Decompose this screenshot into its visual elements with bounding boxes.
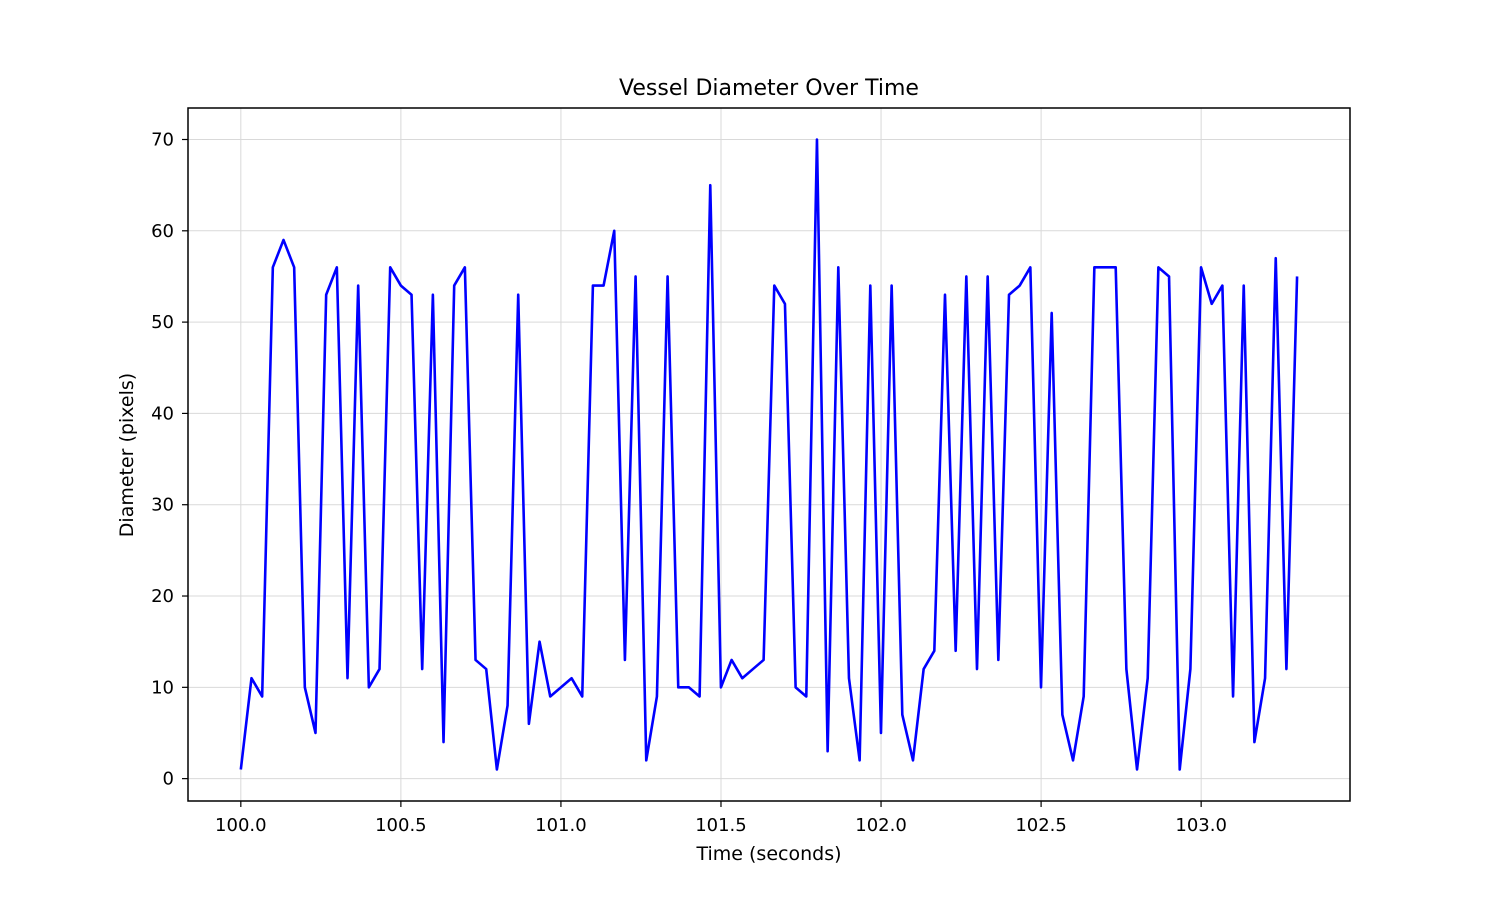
y-axis: 0 10 20 30 40 50 60 70 bbox=[151, 130, 188, 790]
series-layer bbox=[239, 138, 1299, 771]
y-tick-label: 30 bbox=[151, 495, 174, 516]
x-tick-label: 101.5 bbox=[695, 815, 747, 836]
y-tick-label: 10 bbox=[151, 677, 174, 698]
x-axis: 100.0 100.5 101.0 101.5 102.0 102.5 103.0 bbox=[215, 801, 1227, 836]
x-tick-label: 101.0 bbox=[535, 815, 587, 836]
x-axis-label: Time (seconds) bbox=[695, 843, 841, 865]
chart-title: Vessel Diameter Over Time bbox=[619, 76, 919, 101]
x-tick-label: 103.0 bbox=[1175, 815, 1227, 836]
x-tick-label: 100.5 bbox=[375, 815, 427, 836]
x-tick-label: 102.0 bbox=[855, 815, 907, 836]
y-tick-label: 0 bbox=[163, 769, 174, 790]
y-tick-label: 20 bbox=[151, 586, 174, 607]
y-tick-label: 60 bbox=[151, 221, 174, 242]
plot-frame bbox=[187, 107, 1351, 802]
y-tick-label: 40 bbox=[151, 403, 174, 424]
x-tick-label: 102.5 bbox=[1015, 815, 1067, 836]
y-tick-label: 70 bbox=[151, 130, 174, 151]
series-line bbox=[239, 138, 1299, 771]
y-axis-label: Diameter (pixels) bbox=[116, 373, 138, 537]
y-tick-label: 50 bbox=[151, 312, 174, 333]
x-tick-label: 100.0 bbox=[215, 815, 267, 836]
